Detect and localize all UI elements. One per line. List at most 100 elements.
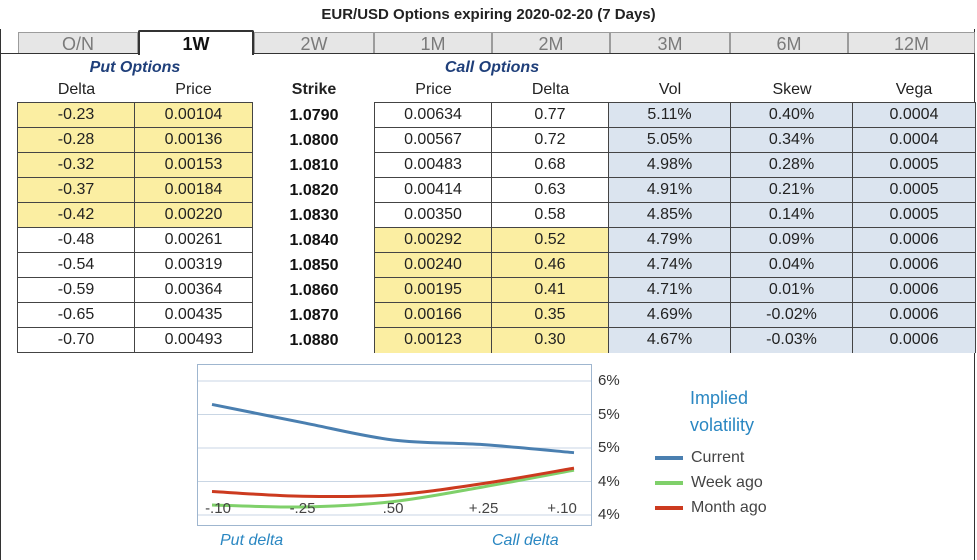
call-row[interactable]: 0.00123 0.30 4.67% -0.03% 0.0006 <box>375 328 975 353</box>
tab-12m[interactable]: 12M <box>848 32 975 54</box>
tab-1m[interactable]: 1M <box>374 32 492 54</box>
vol-cell: 4.85% <box>609 203 731 228</box>
put-delta-cell: -0.70 <box>18 328 135 353</box>
x-tick-label: +.25 <box>468 500 499 517</box>
tab-3m[interactable]: 3M <box>610 32 730 54</box>
strike-value: 1.0850 <box>289 257 339 274</box>
put-row[interactable]: -0.48 0.00261 <box>18 228 252 253</box>
call-price-cell: 0.00567 <box>375 128 492 153</box>
put-row[interactable]: -0.65 0.00435 <box>18 303 252 328</box>
legend-month-ago-label: Month ago <box>691 499 767 516</box>
y-tick-label: 4% <box>598 472 620 490</box>
tab-6m[interactable]: 6M <box>730 32 848 54</box>
call-row[interactable]: 0.00166 0.35 4.69% -0.02% 0.0006 <box>375 303 975 328</box>
put-row[interactable]: -0.37 0.00184 <box>18 178 252 203</box>
strike-value: 1.0820 <box>289 182 339 199</box>
call-row[interactable]: 0.00414 0.63 4.91% 0.21% 0.0005 <box>375 178 975 203</box>
call-delta-cell: 0.68 <box>492 153 609 178</box>
call-price-cell: 0.00166 <box>375 303 492 328</box>
vol-cell: 4.69% <box>609 303 731 328</box>
vega-cell: 0.0006 <box>853 228 975 253</box>
put-price-cell: 0.00493 <box>164 331 223 348</box>
tab-on[interactable]: O/N <box>18 32 138 54</box>
volatility-chart <box>197 364 592 526</box>
put-row[interactable]: -0.59 0.00364 <box>18 278 252 303</box>
put-row[interactable]: -0.32 0.00153 <box>18 153 252 178</box>
put-options-table: -0.23 0.00104 -0.28 0.00136 -0.32 0.00153 -0.3… <box>17 102 253 353</box>
call-options-header: Call Options <box>444 59 540 76</box>
series-line-week-ago <box>211 468 575 509</box>
put-price-cell: 0.00435 <box>135 303 252 328</box>
legend-week-ago: Week ago <box>655 474 763 492</box>
put-row[interactable]: -0.23 0.00104 <box>18 103 252 128</box>
call-price-cell: 0.00634 <box>375 103 492 128</box>
vol-cell: 5.05% <box>609 128 731 153</box>
vega-cell: 0.0005 <box>853 153 975 178</box>
strike-value: 1.0860 <box>289 282 339 299</box>
series-line-current <box>211 402 575 455</box>
call-row[interactable]: 0.00350 0.58 4.85% 0.14% 0.0005 <box>375 203 975 228</box>
vega-cell: 0.0004 <box>853 103 975 128</box>
skew-cell: 0.14% <box>731 203 853 228</box>
put-row[interactable]: -0.42 0.00220 <box>18 203 252 228</box>
strike-value: 1.0880 <box>289 332 339 349</box>
put-delta-cell: -0.32 <box>18 153 135 178</box>
legend-week-ago-swatch <box>655 480 683 485</box>
strike-value: 1.0870 <box>289 307 339 324</box>
call-price-cell: 0.00483 <box>375 153 492 178</box>
call-delta-cell: 0.41 <box>492 278 609 303</box>
call-delta-header: Delta <box>531 81 570 98</box>
skew-cell: 0.21% <box>731 178 853 203</box>
vol-cell: 4.74% <box>609 253 731 278</box>
put-price-cell: 0.00220 <box>135 203 252 228</box>
legend-week-ago-label: Week ago <box>691 474 763 491</box>
skew-cell: -0.03% <box>731 328 853 353</box>
put-delta-axis-label: Put delta <box>220 532 284 549</box>
skew-cell: 0.04% <box>731 253 853 278</box>
call-price-cell: 0.00240 <box>375 253 492 278</box>
tab-2m[interactable]: 2M <box>492 32 610 54</box>
vega-cell: 0.0005 <box>853 178 975 203</box>
call-delta-cell: 0.77 <box>492 103 609 128</box>
call-delta-cell: 0.63 <box>492 178 609 203</box>
x-tick-label: +.10 <box>547 500 577 517</box>
y-tick-label: 6% <box>598 372 620 389</box>
put-price-cell: 0.00184 <box>135 178 252 203</box>
call-row[interactable]: 0.00483 0.68 4.98% 0.28% 0.0005 <box>375 153 975 178</box>
call-delta-cell: 0.46 <box>492 253 609 278</box>
vol-header: Vol <box>658 81 682 98</box>
put-row[interactable]: -0.28 0.00136 <box>18 128 252 153</box>
skew-cell: 0.28% <box>731 153 853 178</box>
vol-cell: 4.91% <box>609 178 731 203</box>
vol-cell: 4.79% <box>609 228 731 253</box>
put-delta-cell: -0.28 <box>18 128 135 153</box>
put-delta-cell: -0.54 <box>18 253 135 278</box>
put-price-cell: 0.00364 <box>135 278 252 303</box>
legend-current-swatch <box>655 455 683 460</box>
put-row[interactable]: -0.54 0.00319 <box>18 253 252 278</box>
strike-value: 1.0790 <box>289 107 339 124</box>
skew-cell: 0.34% <box>731 128 853 153</box>
volatility-chart-plot <box>198 380 591 516</box>
call-row[interactable]: 0.00195 0.41 4.71% 0.01% 0.0006 <box>375 278 975 303</box>
call-row[interactable]: 0.00292 0.52 4.79% 0.09% 0.0006 <box>375 228 975 253</box>
x-tick-label: -.10 <box>205 500 231 517</box>
tab-1w[interactable]: 1W <box>138 30 254 55</box>
call-row[interactable]: 0.00567 0.72 5.05% 0.34% 0.0004 <box>375 128 975 153</box>
strike-value: 1.0840 <box>289 232 339 249</box>
put-row[interactable]: -0.70 0.00493 <box>18 328 252 353</box>
call-delta-cell: 0.52 <box>492 228 609 253</box>
call-row[interactable]: 0.00240 0.46 4.74% 0.04% 0.0006 <box>375 253 975 278</box>
call-row[interactable]: 0.00634 0.77 5.11% 0.40% 0.0004 <box>375 103 975 128</box>
call-price-header: Price <box>415 81 452 98</box>
tab-2w[interactable]: 2W <box>254 32 374 54</box>
legend-current: Current <box>655 449 744 467</box>
strike-value: 1.0800 <box>289 132 339 149</box>
put-delta-cell: -0.37 <box>18 178 135 203</box>
legend-month-ago: Month ago <box>655 499 767 517</box>
expiry-tabs: O/N 1W 2W 1M 2M 3M 6M 12M <box>18 30 975 55</box>
y-tick-label: 4% <box>598 506 620 523</box>
chart-title: Implied volatility <box>690 388 755 435</box>
call-options-table: 0.00634 0.77 5.11% 0.40% 0.0004 0.00567 0.72 5.… <box>374 102 976 353</box>
skew-cell: 0.40% <box>731 103 853 128</box>
